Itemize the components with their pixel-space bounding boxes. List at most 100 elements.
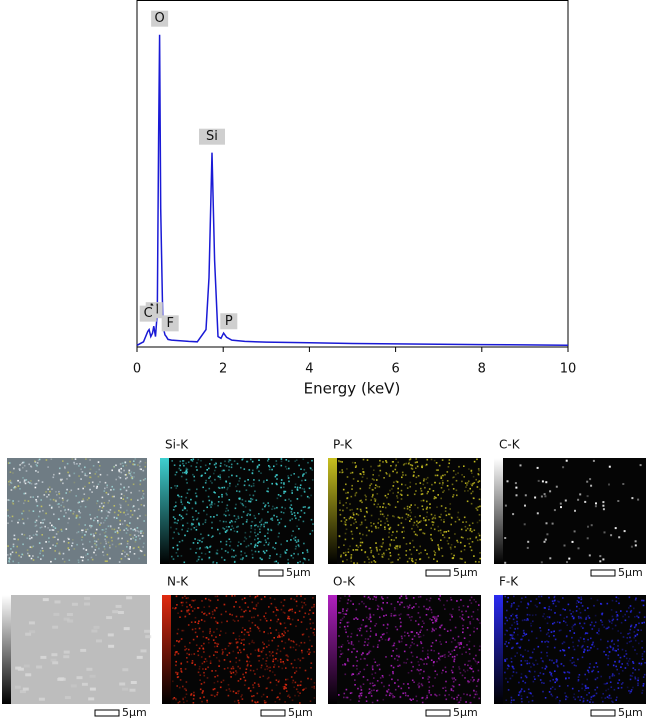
map-pixel <box>340 556 342 558</box>
map-pixel <box>476 536 478 538</box>
map-pixel <box>217 505 219 507</box>
map-pixel <box>409 549 411 551</box>
map-pixel <box>237 620 239 622</box>
map-pixel <box>313 632 315 634</box>
map-pixel <box>38 460 40 462</box>
map-pixel <box>63 553 65 555</box>
map-pixel <box>372 478 374 480</box>
map-pixel <box>173 516 175 518</box>
map-pixel <box>143 479 145 481</box>
map-pixel <box>72 603 78 606</box>
map-pixel <box>292 619 294 621</box>
map-pixel <box>350 600 352 602</box>
map-pixel <box>78 524 80 526</box>
scale-bar <box>591 710 615 716</box>
map-pixel <box>199 648 201 650</box>
map-pixel <box>267 511 269 513</box>
map-pixel <box>350 516 352 518</box>
map-pixel <box>242 698 244 700</box>
map-pixel <box>347 608 349 610</box>
map-pixel <box>99 465 101 467</box>
map-pixel <box>391 693 393 695</box>
map-pixel <box>627 663 629 665</box>
map-pixel <box>268 667 270 669</box>
map-pixel <box>258 628 260 630</box>
map-pixel <box>442 459 444 461</box>
map-pixel <box>401 636 403 638</box>
map-pixel <box>431 619 433 621</box>
map-pixel <box>179 514 181 516</box>
map-pixel <box>291 555 293 557</box>
map-pixel <box>42 548 44 550</box>
map-pixel <box>115 531 117 533</box>
map-pixel <box>182 597 184 599</box>
map-pixel <box>99 469 101 471</box>
map-pixel <box>422 650 424 652</box>
map-pixel <box>254 491 256 493</box>
map-pixel <box>237 641 239 643</box>
map-pixel <box>37 496 39 498</box>
map-pixel <box>142 535 144 537</box>
map-pixel <box>288 562 290 564</box>
map-pixel <box>587 495 589 497</box>
map-pixel <box>375 500 377 502</box>
map-pixel <box>229 499 231 501</box>
map-pixel <box>108 494 110 496</box>
map-pixel <box>307 678 309 680</box>
map-pixel <box>356 665 358 667</box>
map-pixel <box>511 637 513 639</box>
map-pixel <box>379 486 381 488</box>
map-pixel <box>399 665 401 667</box>
map-pixel <box>624 656 626 658</box>
map-pixel <box>24 465 26 467</box>
map-pixel <box>638 643 640 645</box>
map-pixel <box>366 507 368 509</box>
map-pixel <box>621 687 623 689</box>
map-pixel <box>252 470 254 472</box>
map-pixel <box>428 690 430 692</box>
map-pixel <box>35 499 37 501</box>
map-pixel <box>504 623 506 625</box>
map-pixel <box>395 458 397 460</box>
map-pixel <box>248 632 250 634</box>
map-pixel <box>205 547 207 549</box>
map-pixel <box>339 502 341 504</box>
map-pixel <box>420 658 422 660</box>
map-pixel <box>224 464 226 466</box>
map-pixel <box>637 634 639 636</box>
map-pixel <box>261 518 263 520</box>
map-pixel <box>302 475 304 477</box>
map-pixel <box>93 537 95 539</box>
map-pixel <box>348 548 350 550</box>
map-pixel <box>364 641 366 643</box>
map-pixel <box>635 624 637 626</box>
map-pixel <box>290 539 292 541</box>
map-pixel <box>196 548 198 550</box>
map-pixel <box>388 558 390 560</box>
map-pixel <box>376 549 378 551</box>
map-pixel <box>278 632 280 634</box>
map-pixel <box>181 670 183 672</box>
map-pixel <box>629 641 631 643</box>
map-pixel <box>586 694 588 696</box>
map-pixel <box>388 548 390 550</box>
map-pixel <box>132 537 134 539</box>
map-pixel <box>570 613 572 615</box>
map-pixel <box>459 684 461 686</box>
map-pixel <box>562 608 564 610</box>
map-pixel <box>341 620 343 622</box>
map-pixel <box>288 481 290 483</box>
map-pixel <box>361 522 363 524</box>
map-pixel <box>440 656 442 658</box>
map-pixel <box>200 466 202 468</box>
map-pixel <box>433 665 435 667</box>
map-pixel <box>521 688 523 690</box>
map-pixel <box>344 663 346 665</box>
map-pixel <box>426 697 428 699</box>
map-pixel <box>362 619 364 621</box>
map-pixel <box>636 653 638 655</box>
map-pixel <box>119 504 121 506</box>
map-pixel <box>355 521 357 523</box>
map-pixel <box>238 517 240 519</box>
map-pixel <box>141 498 143 500</box>
